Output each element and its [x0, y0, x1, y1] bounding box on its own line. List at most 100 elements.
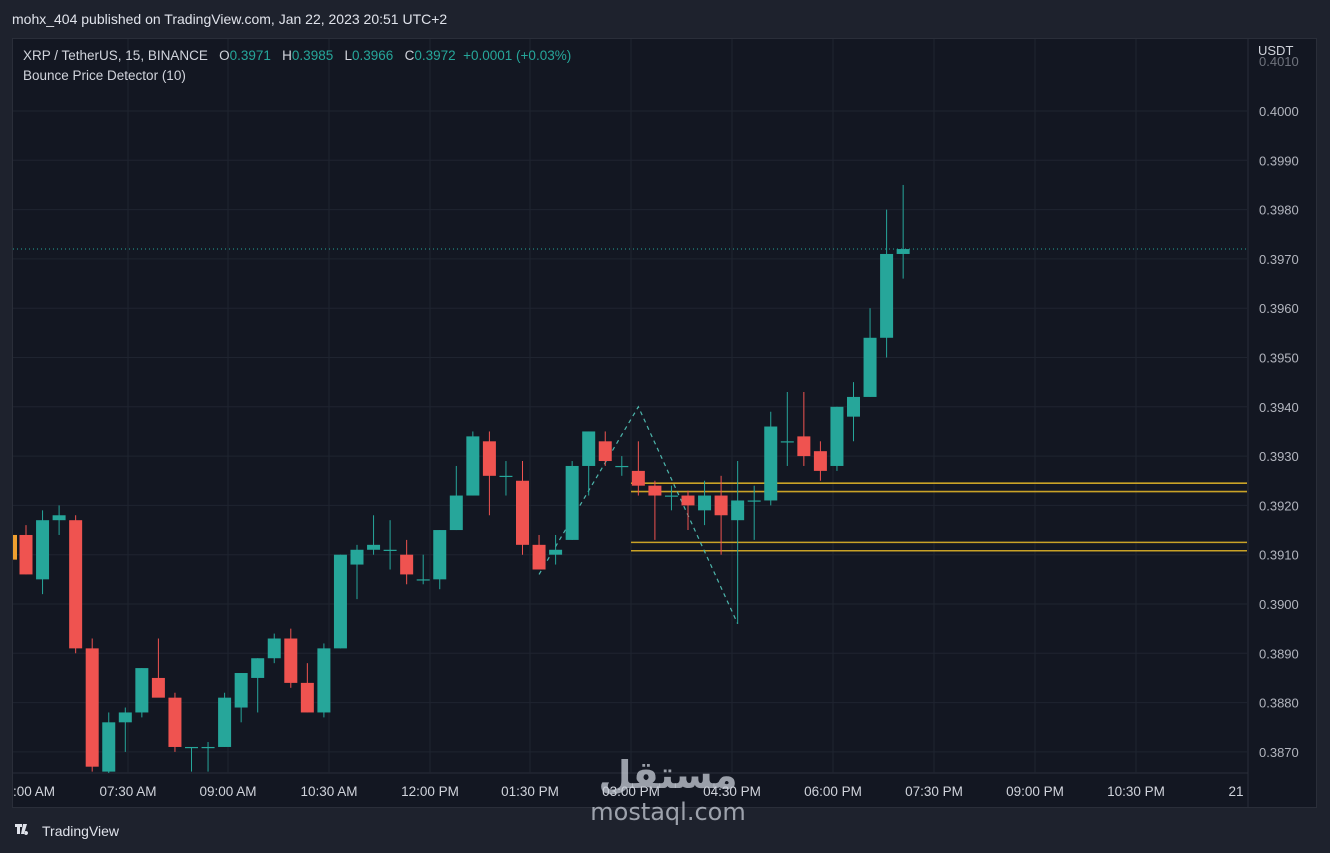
- candle-body: [317, 648, 331, 713]
- time-tick-label: 12:00 PM: [401, 784, 459, 799]
- low-label: L: [344, 48, 352, 63]
- price-tick-label: 0.3900: [1259, 597, 1299, 612]
- low-value: 0.3966: [352, 48, 394, 63]
- price-tick-label: 0.3910: [1259, 548, 1299, 563]
- candle-body: [433, 530, 447, 580]
- candle-body: [797, 436, 811, 457]
- candle-body: [333, 554, 347, 649]
- candle-body: [681, 495, 695, 506]
- time-tick-label: 04:30 PM: [703, 784, 761, 799]
- published-line: mohx_404 published on TradingView.com, J…: [12, 11, 448, 27]
- price-tick-label: 0.3950: [1259, 351, 1299, 366]
- candle-body: [367, 544, 381, 550]
- price-tick-label: 0.3940: [1259, 400, 1299, 415]
- candle-body: [698, 495, 712, 511]
- price-tick-label: 0.3970: [1259, 252, 1299, 267]
- footer-brand[interactable]: TradingView: [12, 820, 119, 842]
- candle-body: [863, 337, 877, 397]
- price-tick-label: 0.4000: [1259, 104, 1299, 119]
- change-value: +0.0001 (+0.03%): [463, 48, 572, 63]
- candle-body: [532, 544, 546, 570]
- candle-body: [267, 638, 281, 659]
- time-tick-label: 21: [1228, 784, 1243, 799]
- candle-body: [764, 426, 778, 501]
- close-value: 0.3972: [414, 48, 456, 63]
- candle-body: [251, 658, 265, 678]
- candle-body: [151, 677, 165, 698]
- watermark-arabic: مستقل: [598, 753, 738, 797]
- price-tick-label: 0.3870: [1259, 745, 1299, 760]
- candle-body: [813, 451, 827, 471]
- close-label: C: [404, 48, 415, 63]
- price-tick-label: 0.3920: [1259, 498, 1299, 513]
- candle-body: [896, 249, 910, 254]
- candle-body: [466, 436, 480, 496]
- plot-area[interactable]: [13, 184, 1247, 777]
- price-tick-label: 0.3980: [1259, 203, 1299, 218]
- candle-body: [664, 495, 678, 497]
- candle-body: [284, 638, 298, 683]
- candle-body: [135, 668, 149, 713]
- time-tick-label: 09:00 AM: [199, 784, 256, 799]
- price-tick-label: 0.3880: [1259, 696, 1299, 711]
- candle-body: [830, 406, 844, 466]
- price-tick-label: 0.3990: [1259, 153, 1299, 168]
- candle-body: [880, 253, 894, 338]
- candle-body: [350, 549, 364, 565]
- time-tick-label: 10:30 PM: [1107, 784, 1165, 799]
- watermark-latin: mostaql.com: [590, 798, 746, 826]
- indicator-label[interactable]: Bounce Price Detector (10): [23, 68, 186, 83]
- candle-body: [482, 441, 496, 476]
- candle-body: [19, 534, 33, 575]
- candle-body: [499, 475, 513, 478]
- footer-brand-label: TradingView: [42, 823, 120, 839]
- candle-body: [416, 579, 430, 581]
- candle-body: [400, 554, 414, 575]
- candle-body: [847, 396, 860, 417]
- time-tick-label: 09:00 PM: [1006, 784, 1064, 799]
- publish-header: mohx_404 published on TradingView.com, J…: [0, 0, 1330, 38]
- candle-body: [36, 520, 50, 580]
- candle-body: [747, 500, 761, 502]
- candle-body: [85, 648, 99, 767]
- symbol-label[interactable]: XRP / TetherUS, 15, BINANCE: [23, 48, 208, 63]
- price-tick-label: 0.3930: [1259, 449, 1299, 464]
- candle-body: [449, 495, 463, 531]
- time-tick-label: 06:00 PM: [804, 784, 862, 799]
- price-tick-label-partial: 0.4010: [1259, 54, 1299, 69]
- candle-body: [234, 673, 248, 708]
- high-label: H: [282, 48, 292, 63]
- time-tick-label: 07:30 PM: [905, 784, 963, 799]
- time-tick-label: 01:30 PM: [501, 784, 559, 799]
- candle-body: [69, 520, 83, 649]
- candle-body: [52, 515, 66, 521]
- candle-body: [185, 746, 198, 749]
- time-tick-label: 10:30 AM: [300, 784, 357, 799]
- candle-body: [648, 485, 662, 496]
- candle-body: [565, 465, 579, 540]
- price-tick-label: 0.3960: [1259, 301, 1299, 316]
- candle-body: [582, 431, 596, 466]
- candle-body-partial: [13, 534, 17, 560]
- candle-body: [218, 697, 232, 747]
- candle-body: [168, 697, 182, 747]
- candle-body: [201, 746, 215, 749]
- currency-label: USDT: [1258, 43, 1293, 58]
- candle-body: [615, 465, 629, 468]
- tradingview-logo-icon: [15, 824, 29, 835]
- candle-body: [102, 722, 116, 772]
- open-label: O: [219, 48, 230, 63]
- candle-body: [780, 441, 794, 443]
- candle-body: [383, 549, 397, 551]
- candle-body: [549, 549, 563, 555]
- time-tick-label: :00 AM: [13, 784, 55, 799]
- candle-body: [714, 495, 728, 516]
- price-tick-label: 0.3890: [1259, 646, 1299, 661]
- chart-frame[interactable]: [12, 38, 1317, 808]
- time-tick-label: 07:30 AM: [99, 784, 156, 799]
- candle-body: [118, 712, 132, 723]
- candle-body: [631, 470, 645, 486]
- candle-body: [598, 441, 612, 462]
- candle-body: [516, 480, 529, 545]
